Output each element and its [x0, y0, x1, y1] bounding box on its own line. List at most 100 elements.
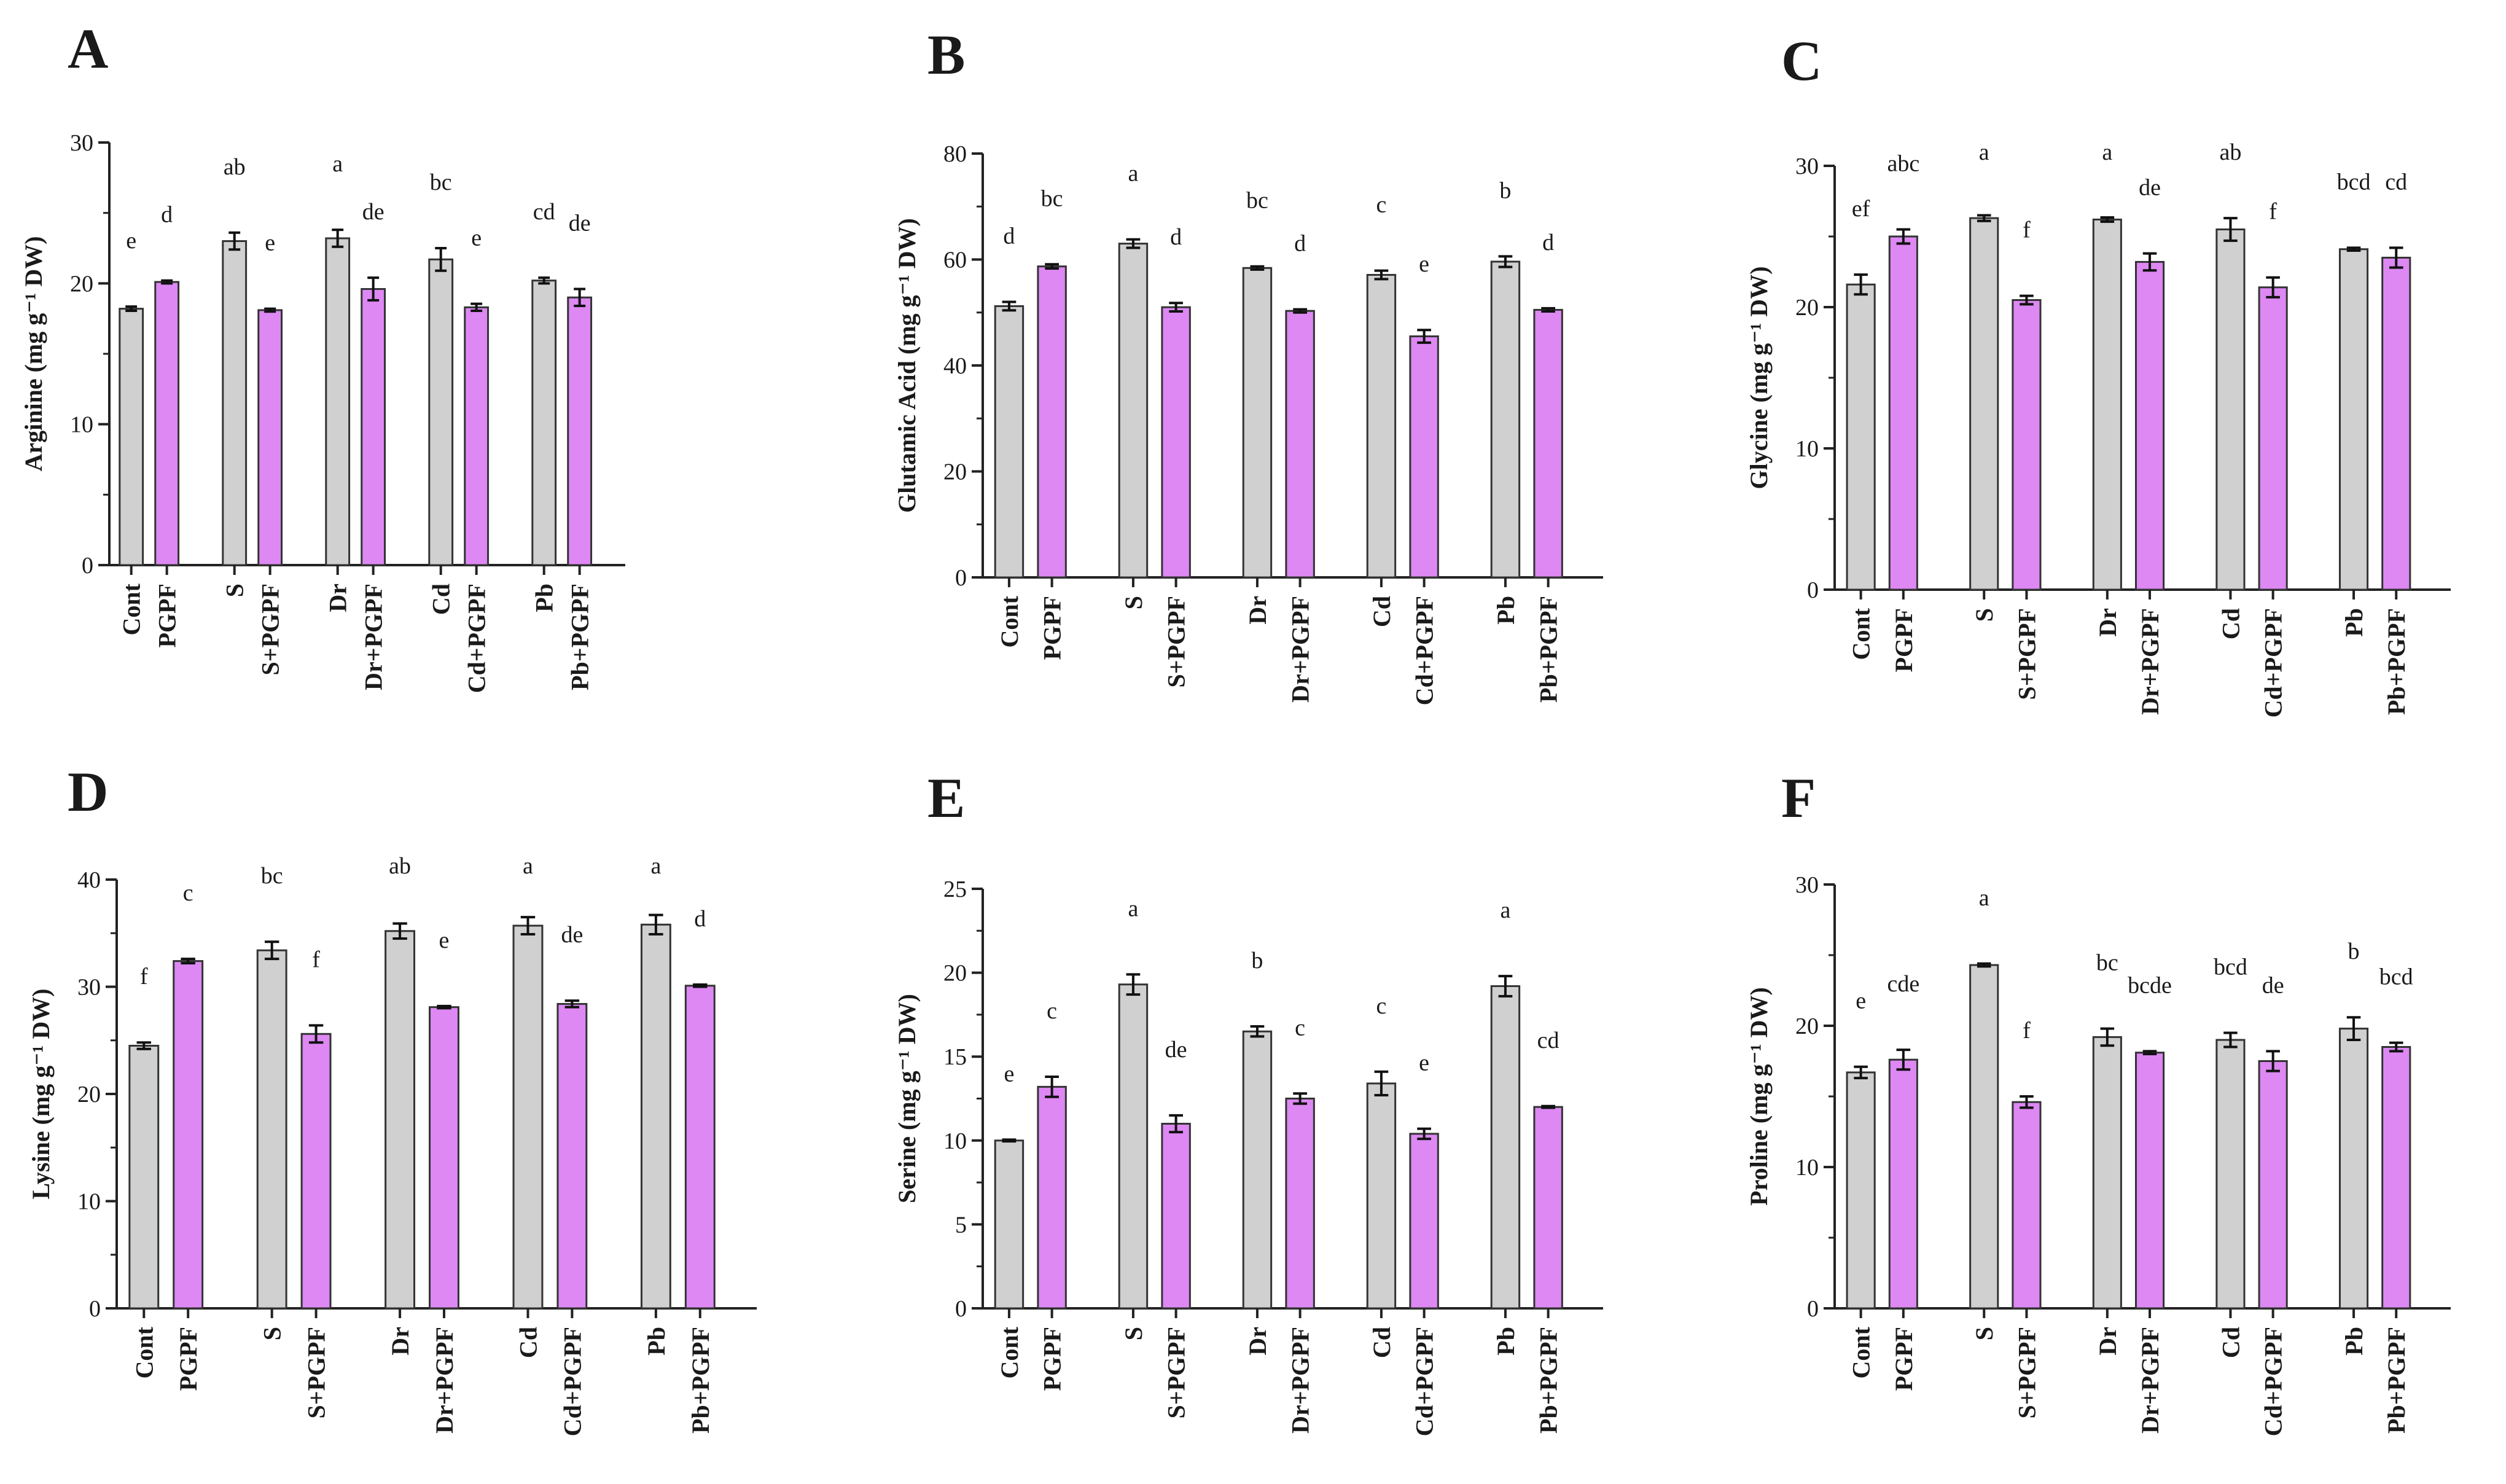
x-tick-label: Cd+PGPF	[2260, 608, 2287, 717]
x-tick-label: Cont	[118, 583, 146, 635]
significance-letter: e	[1856, 988, 1866, 1014]
significance-letter: a	[523, 853, 533, 879]
significance-letter: a	[332, 151, 343, 177]
significance-letter: c	[1295, 1015, 1305, 1041]
x-tick-label: Pb+PGPF	[687, 1327, 714, 1434]
x-tick-label: Pb	[2340, 608, 2368, 637]
x-tick-label: Pb	[1492, 1327, 1520, 1356]
y-tick-label: 80	[943, 141, 967, 167]
significance-letter: c	[1376, 993, 1386, 1019]
y-tick-label: 30	[1795, 154, 1819, 179]
x-tick-label: PGPF	[1039, 596, 1066, 660]
panel-label: A	[68, 17, 108, 80]
x-tick-label: S	[1970, 1327, 1998, 1340]
bar-pb	[1490, 985, 1521, 1310]
significance-letter: cde	[1887, 971, 1919, 997]
bar-cont	[994, 1139, 1025, 1310]
y-tick-label: 20	[943, 961, 967, 986]
bar-dr-pgpf	[2134, 1052, 2165, 1310]
x-tick-label: Dr+PGPF	[2136, 608, 2164, 715]
significance-letter: c	[183, 880, 193, 906]
panel-label: E	[927, 767, 965, 829]
y-tick-label: 0	[1807, 1296, 1819, 1322]
significance-letter: ab	[224, 154, 246, 180]
bar-pb-pgpf	[2381, 1046, 2411, 1310]
y-axis-label: Arginine (mg g⁻¹ DW)	[20, 236, 47, 471]
significance-letter: bcde	[2128, 972, 2172, 998]
bar-cd	[1366, 274, 1397, 579]
y-tick-label: 20	[70, 271, 93, 297]
x-tick-label: PGPF	[1890, 1327, 1918, 1391]
x-tick-label: PGPF	[174, 1327, 202, 1391]
panel-label: D	[68, 760, 108, 823]
panel-b: B Glutamic Acid (mg g⁻¹ DW) 0 20 40 60 80 d Cont…	[893, 23, 1603, 705]
x-tick-label: Cd+PGPF	[463, 584, 491, 693]
y-tick-label: 60	[943, 248, 967, 273]
y-tick-label: 5	[955, 1212, 967, 1238]
bar-cd-pgpf	[1409, 1133, 1439, 1310]
bar-dr	[384, 930, 416, 1310]
significance-letter: f	[2269, 199, 2277, 225]
significance-letter: e	[126, 228, 136, 254]
panel-label: C	[1781, 29, 1822, 92]
bar-pb	[640, 923, 671, 1310]
bar-pb-pgpf	[1533, 308, 1563, 579]
significance-letter: cd	[1537, 1028, 1559, 1053]
bar-pb	[531, 279, 557, 566]
panel-f: F Proline (mg g⁻¹ DW) 0 10 20 30 e Cont cde PGPF a…	[1745, 767, 2451, 1436]
x-tick-label: Cd	[1368, 1327, 1395, 1358]
x-tick-label: Dr+PGPF	[2136, 1327, 2164, 1434]
significance-letter: d	[1542, 230, 1554, 256]
y-tick-label: 10	[1795, 1155, 1819, 1181]
significance-letter: ab	[389, 853, 411, 879]
x-tick-label: S	[259, 1327, 286, 1340]
y-tick-label: 20	[943, 459, 967, 485]
bar-cd-pgpf	[464, 306, 490, 566]
y-tick-label: 30	[1795, 872, 1819, 898]
significance-letter: bc	[1246, 188, 1268, 214]
x-tick-label: Cont	[1848, 607, 1875, 660]
x-tick-label: PGPF	[1890, 608, 1918, 672]
significance-letter: a	[1128, 161, 1138, 187]
bar-dr	[325, 237, 351, 566]
significance-letter: bc	[1041, 186, 1063, 211]
bar-s-pgpf	[1161, 306, 1191, 579]
bar-dr	[2092, 218, 2122, 591]
bar-s-pgpf	[2012, 1101, 2042, 1310]
bar-pb-pgpf	[684, 985, 716, 1310]
bar-pgpf	[1888, 235, 1918, 591]
significance-letter: bc	[2096, 950, 2118, 976]
bar-pb-pgpf	[567, 296, 593, 566]
x-tick-label: Dr+PGPF	[360, 584, 388, 690]
x-tick-label: Pb+PGPF	[566, 584, 594, 690]
x-tick-label: Cd	[427, 584, 455, 615]
bar-pgpf	[1888, 1058, 1918, 1310]
bar-s	[1118, 243, 1149, 579]
y-tick-label: 10	[1795, 436, 1819, 462]
y-tick-label: 20	[77, 1082, 101, 1107]
bar-dr-pgpf	[1285, 310, 1315, 579]
y-tick-label: 0	[955, 1296, 967, 1322]
significance-letter: b	[1251, 948, 1263, 974]
significance-letter: d	[1003, 224, 1015, 249]
x-tick-label: PGPF	[1039, 1327, 1066, 1391]
bar-s	[1969, 217, 1999, 591]
bar-dr	[2092, 1036, 2122, 1310]
x-tick-label: PGPF	[154, 584, 181, 647]
y-tick-label: 20	[1795, 295, 1819, 321]
bar-s	[256, 949, 287, 1310]
y-tick-label: 10	[70, 412, 93, 438]
significance-letter: bc	[430, 170, 452, 195]
bar-pgpf	[1037, 1085, 1067, 1310]
bar-cd	[2215, 228, 2246, 591]
y-tick-label: 0	[82, 553, 93, 579]
y-axis-label: Glycine (mg g⁻¹ DW)	[1745, 266, 1773, 489]
y-tick-label: 40	[943, 353, 967, 379]
bar-dr-pgpf	[429, 1006, 459, 1310]
significance-letter: a	[1979, 139, 1989, 165]
significance-letter: f	[2023, 217, 2031, 243]
x-tick-label: Pb	[531, 584, 558, 612]
x-tick-label: S	[221, 584, 249, 597]
x-tick-label: Pb+PGPF	[2383, 1327, 2410, 1434]
